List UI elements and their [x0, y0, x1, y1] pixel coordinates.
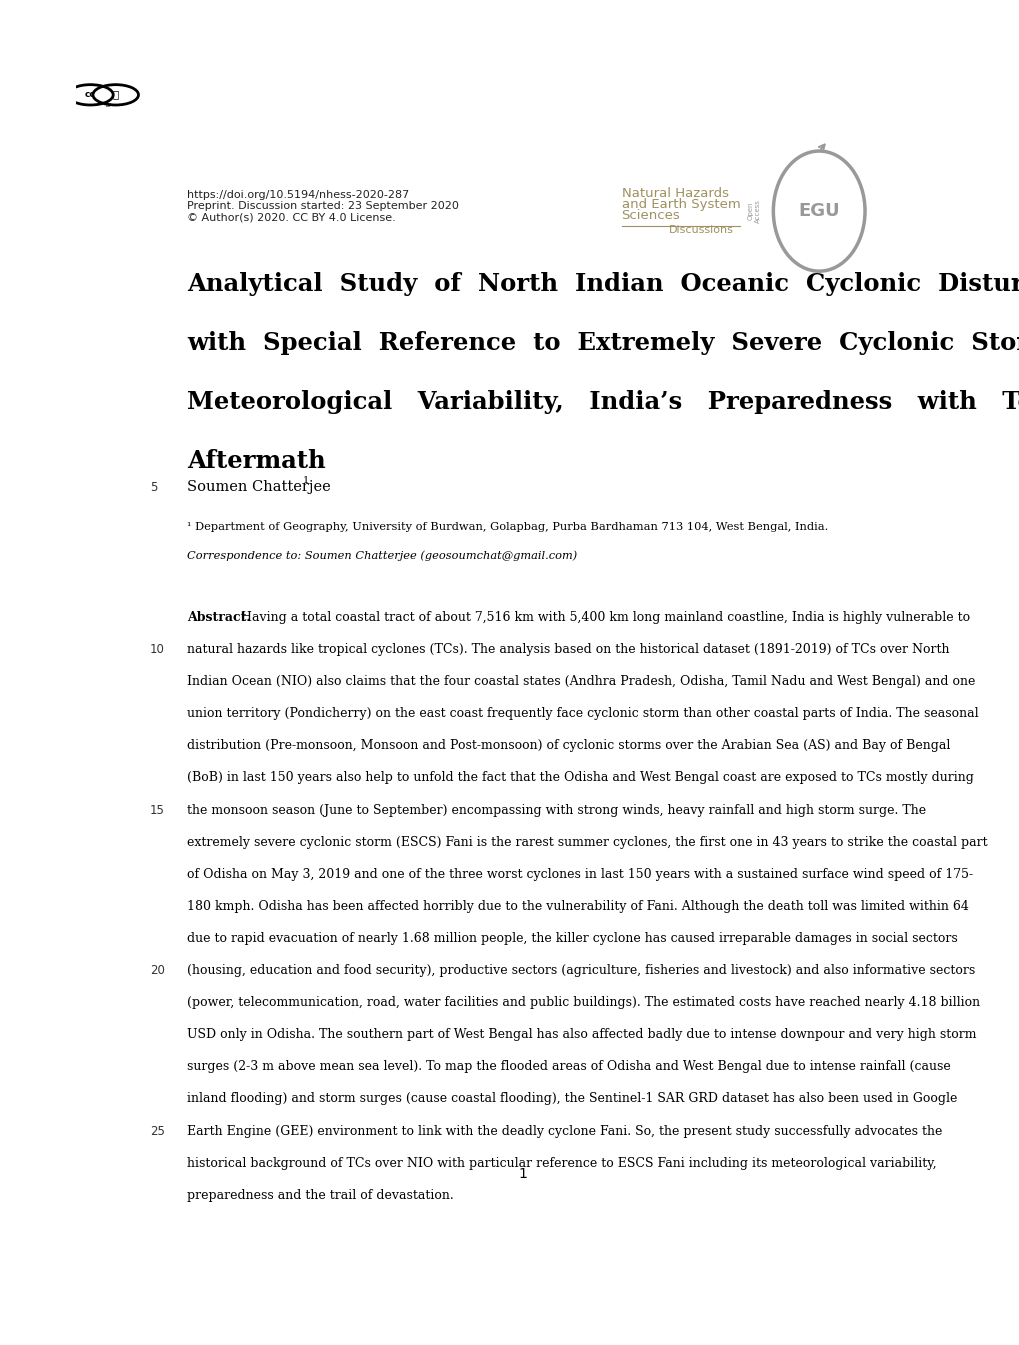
Text: Indian Ocean (NIO) also claims that the four coastal states (Andhra Pradesh, Odi: Indian Ocean (NIO) also claims that the …	[186, 675, 974, 689]
Text: 25: 25	[150, 1124, 164, 1138]
Text: cc: cc	[85, 90, 96, 100]
Text: Open
Access: Open Access	[747, 199, 760, 223]
Text: Abstract.: Abstract.	[186, 611, 251, 624]
Text: union territory (Pondicherry) on the east coast frequently face cyclonic storm t: union territory (Pondicherry) on the eas…	[186, 707, 977, 720]
Text: Sciences: Sciences	[621, 210, 680, 222]
Text: Natural Hazards: Natural Hazards	[621, 187, 728, 199]
Text: © Author(s) 2020. CC BY 4.0 License.: © Author(s) 2020. CC BY 4.0 License.	[186, 213, 395, 222]
Text: USD only in Odisha. The southern part of West Bengal has also affected badly due: USD only in Odisha. The southern part of…	[186, 1028, 975, 1041]
Text: BY: BY	[105, 104, 111, 108]
Text: 1: 1	[518, 1167, 527, 1181]
Text: Discussions: Discussions	[668, 225, 733, 235]
Text: EGU: EGU	[798, 202, 840, 221]
Text: Correspondence to: Soumen Chatterjee (geosoumchat@gmail.com): Correspondence to: Soumen Chatterjee (ge…	[186, 550, 577, 561]
Text: extremely severe cyclonic storm (ESCS) Fani is the rarest summer cyclones, the f: extremely severe cyclonic storm (ESCS) F…	[186, 835, 986, 849]
Text: 180 kmph. Odisha has been affected horribly due to the vulnerability of Fani. Al: 180 kmph. Odisha has been affected horri…	[186, 900, 968, 913]
Text: 15: 15	[150, 803, 164, 816]
Text: preparedness and the trail of devastation.: preparedness and the trail of devastatio…	[186, 1189, 453, 1202]
Text: Preprint. Discussion started: 23 September 2020: Preprint. Discussion started: 23 Septemb…	[186, 200, 459, 211]
Text: Earth Engine (GEE) environment to link with the deadly cyclone Fani. So, the pre: Earth Engine (GEE) environment to link w…	[186, 1124, 942, 1138]
Text: historical background of TCs over NIO with particular reference to ESCS Fani inc: historical background of TCs over NIO wi…	[186, 1157, 935, 1170]
Text: (power, telecommunication, road, water facilities and public buildings). The est: (power, telecommunication, road, water f…	[186, 997, 979, 1009]
Text: 5: 5	[150, 480, 157, 494]
Text: the monsoon season (June to September) encompassing with strong winds, heavy rai: the monsoon season (June to September) e…	[186, 803, 925, 816]
Text: 1: 1	[303, 476, 309, 486]
Text: of Odisha on May 3, 2019 and one of the three worst cyclones in last 150 years w: of Odisha on May 3, 2019 and one of the …	[186, 868, 972, 881]
Text: 10: 10	[150, 643, 164, 656]
Text: Ⓘ: Ⓘ	[112, 89, 119, 100]
Text: https://doi.org/10.5194/nhess-2020-287: https://doi.org/10.5194/nhess-2020-287	[186, 190, 409, 199]
Text: ¹ Department of Geography, University of Burdwan, Golapbag, Purba Bardhaman 713 : ¹ Department of Geography, University of…	[186, 522, 827, 533]
Text: and Earth System: and Earth System	[621, 198, 740, 211]
Text: due to rapid evacuation of nearly 1.68 million people, the killer cyclone has ca: due to rapid evacuation of nearly 1.68 m…	[186, 932, 957, 946]
Text: 20: 20	[150, 964, 164, 976]
Text: distribution (Pre-monsoon, Monsoon and Post-monsoon) of cyclonic storms over the: distribution (Pre-monsoon, Monsoon and P…	[186, 740, 950, 752]
Text: Aftermath: Aftermath	[186, 449, 325, 473]
Text: Analytical  Study  of  North  Indian  Oceanic  Cyclonic  Disturbances: Analytical Study of North Indian Oceanic…	[186, 272, 1019, 296]
Text: (housing, education and food security), productive sectors (agriculture, fisheri: (housing, education and food security), …	[186, 964, 974, 976]
Text: natural hazards like tropical cyclones (TCs). The analysis based on the historic: natural hazards like tropical cyclones (…	[186, 643, 949, 656]
Text: inland flooding) and storm surges (cause coastal flooding), the Sentinel-1 SAR G: inland flooding) and storm surges (cause…	[186, 1092, 956, 1106]
Text: Having a total coastal tract of about 7,516 km with 5,400 km long mainland coast: Having a total coastal tract of about 7,…	[237, 611, 969, 624]
Text: surges (2-3 m above mean sea level). To map the flooded areas of Odisha and West: surges (2-3 m above mean sea level). To …	[186, 1060, 950, 1073]
Text: Soumen Chatterjee: Soumen Chatterjee	[186, 480, 330, 494]
Text: with  Special  Reference  to  Extremely  Severe  Cyclonic  Storm  Fani:: with Special Reference to Extremely Seve…	[186, 331, 1019, 355]
Text: Meteorological   Variability,   India’s   Preparedness   with   Terrible: Meteorological Variability, India’s Prep…	[186, 390, 1019, 414]
Text: (BoB) in last 150 years also help to unfold the fact that the Odisha and West Be: (BoB) in last 150 years also help to unf…	[186, 772, 973, 784]
